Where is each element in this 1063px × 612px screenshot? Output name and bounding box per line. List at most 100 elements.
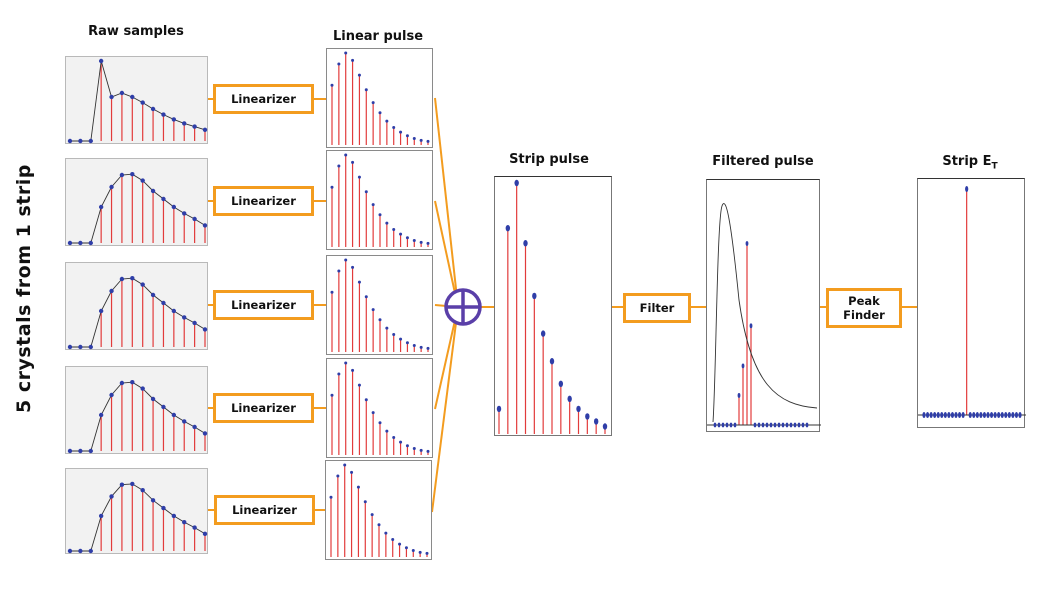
raw-samples-panel-3-marker bbox=[130, 276, 135, 281]
linear-pulse-panel-4-marker bbox=[378, 421, 382, 425]
linear-pulse-panel-2-marker bbox=[392, 228, 396, 232]
raw-samples-panel-5-marker bbox=[192, 525, 197, 530]
strip-et-panel-marker bbox=[922, 412, 926, 418]
linear-pulse-panel-1-marker bbox=[357, 73, 361, 77]
linear-pulse-panel-3-marker bbox=[344, 258, 348, 262]
filtered-pulse-panel-marker bbox=[749, 323, 753, 329]
raw-samples-panel-2-marker bbox=[130, 172, 135, 177]
circle-plus-icon bbox=[444, 288, 482, 326]
strip-pulse-panel-marker bbox=[602, 423, 608, 430]
raw-samples-panel-1-plot bbox=[67, 58, 208, 144]
linear-pulse-panel-4-marker bbox=[357, 383, 361, 387]
raw-samples-panel-3-marker bbox=[202, 327, 208, 332]
raw-samples-panel-2-marker bbox=[140, 178, 145, 183]
raw-samples-panel-5-marker bbox=[67, 548, 73, 554]
strip-pulse-panel-marker bbox=[567, 395, 572, 403]
strip-et-panel-marker bbox=[986, 412, 990, 418]
linear-pulse-panel-1-plot bbox=[330, 51, 430, 145]
linear-pulse-panel-3-marker bbox=[392, 333, 396, 337]
raw-samples-panel-5-marker bbox=[140, 487, 145, 493]
raw-samples-panel-1-marker bbox=[182, 121, 187, 126]
linear-pulse-panel-5-marker bbox=[336, 474, 340, 478]
side-label: 5 crystals from 1 strip bbox=[13, 164, 35, 413]
strip-et-panel-marker bbox=[1014, 412, 1019, 418]
strip-et-panel-marker bbox=[925, 412, 930, 418]
raw-samples-panel-3-marker bbox=[98, 308, 104, 314]
raw-samples-panel-4-marker bbox=[88, 448, 93, 454]
strip-pulse-panel-marker bbox=[585, 413, 590, 420]
stage-title-linear-pulse: Linear pulse bbox=[332, 29, 424, 44]
linear-pulse-panel-4-marker bbox=[344, 361, 348, 365]
linear-pulse-panel-2-marker bbox=[378, 213, 382, 217]
strip-pulse-panel-marker bbox=[558, 380, 564, 387]
filtered-pulse-panel-marker bbox=[721, 422, 725, 428]
raw-samples-panel-5-marker bbox=[202, 531, 208, 537]
strip-et-panel-marker bbox=[993, 412, 997, 418]
raw-samples-panel-1-marker bbox=[78, 138, 83, 144]
raw-samples-panel-1 bbox=[65, 56, 208, 144]
linear-pulse-panel-3-marker bbox=[385, 326, 389, 330]
filtered-pulse-panel-marker bbox=[717, 422, 721, 428]
linear-pulse-panel-2-marker bbox=[364, 190, 368, 194]
linear-pulse-panel-4-marker bbox=[405, 444, 409, 448]
raw-samples-panel-1-marker bbox=[171, 117, 177, 122]
linearizer-block-4: Linearizer bbox=[213, 393, 314, 423]
linear-pulse-panel-4-marker bbox=[364, 398, 368, 402]
filtered-pulse-panel bbox=[706, 179, 821, 432]
fan-in-wire-4 bbox=[434, 306, 459, 410]
raw-samples-panel-2-marker bbox=[98, 204, 104, 210]
filtered-pulse-panel-marker bbox=[797, 422, 801, 428]
linear-pulse-panel-2-marker bbox=[351, 160, 355, 164]
raw-samples-panel-2-marker bbox=[119, 172, 125, 178]
strip-et-panel-marker bbox=[979, 412, 983, 418]
raw-samples-panel-2-marker bbox=[109, 184, 114, 190]
raw-samples-panel-1-marker bbox=[140, 100, 145, 105]
strip-pulse-panel-marker bbox=[496, 405, 502, 413]
linear-pulse-panel-4-plot bbox=[330, 361, 430, 455]
strip-et-panel-marker bbox=[997, 412, 1001, 418]
filtered-pulse-panel-marker bbox=[761, 422, 765, 428]
linear-pulse-panel-5-marker bbox=[356, 485, 360, 489]
strip-et-panel-marker bbox=[975, 412, 979, 418]
raw-samples-panel-5 bbox=[65, 468, 208, 554]
strip-et-panel bbox=[917, 178, 1026, 428]
linear-pulse-panel-3-marker bbox=[364, 295, 368, 299]
raw-samples-panel-3-plot bbox=[67, 276, 208, 350]
linear-pulse-panel-3 bbox=[326, 255, 433, 355]
linear-pulse-panel-3-marker bbox=[405, 341, 409, 345]
filtered-pulse-panel-marker bbox=[773, 422, 777, 428]
raw-samples-panel-3-marker bbox=[192, 320, 197, 326]
strip-et-panel-marker bbox=[933, 412, 937, 418]
filtered-pulse-panel-marker bbox=[785, 422, 789, 428]
raw-samples-panel-5-marker bbox=[130, 481, 135, 487]
linear-pulse-panel-2-marker bbox=[385, 221, 389, 225]
raw-samples-panel-5-marker bbox=[161, 505, 166, 511]
filtered-pulse-panel-marker bbox=[765, 422, 769, 428]
linear-pulse-panel-1-marker bbox=[405, 134, 409, 138]
raw-samples-panel-4-marker bbox=[150, 396, 156, 402]
strip-et-panel-marker bbox=[957, 412, 962, 418]
linear-pulse-panel-1-marker bbox=[351, 58, 355, 62]
raw-samples-panel-3-marker bbox=[161, 300, 166, 306]
linearizer-block-2: Linearizer bbox=[213, 186, 314, 216]
linear-pulse-panel-1 bbox=[326, 48, 433, 148]
raw-samples-panel-3-marker bbox=[88, 344, 93, 350]
raw-samples-panel-5-plot bbox=[67, 481, 208, 554]
raw-samples-panel-3-marker bbox=[67, 344, 73, 350]
filtered-pulse-panel-marker bbox=[729, 422, 733, 428]
linear-pulse-panel-4-marker bbox=[392, 436, 396, 440]
filtered-pulse-panel-marker bbox=[789, 422, 793, 428]
fan-in-wire-5 bbox=[431, 306, 459, 513]
linear-pulse-panel-5-marker bbox=[411, 549, 415, 553]
raw-samples-panel-2-marker bbox=[78, 240, 83, 246]
linear-pulse-panel-1-marker bbox=[392, 126, 396, 130]
linearizer-block-5: Linearizer bbox=[214, 495, 315, 525]
linear-pulse-panel-2-marker bbox=[371, 203, 375, 207]
raw-samples-panel-4-marker bbox=[182, 419, 187, 424]
filtered-pulse-panel-marker bbox=[745, 241, 749, 246]
strip-et-panel-marker bbox=[929, 412, 933, 418]
strip-et-panel-marker bbox=[972, 412, 976, 418]
raw-samples-panel-1-marker bbox=[109, 94, 114, 100]
linear-pulse-panel-2-marker bbox=[330, 185, 334, 189]
